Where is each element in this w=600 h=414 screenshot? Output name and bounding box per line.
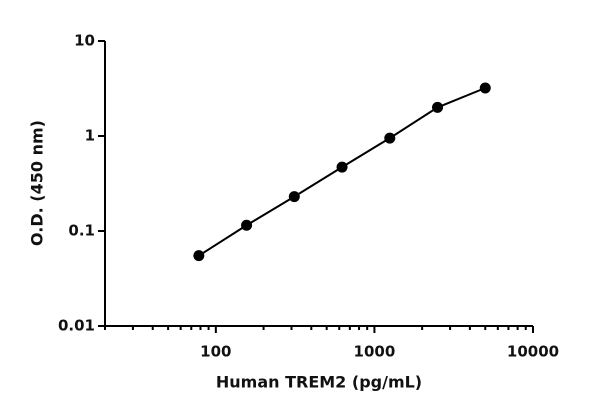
y-tick-label: 10 — [74, 32, 95, 50]
data-point — [193, 250, 205, 262]
y-axis-title: O.D. (450 nm) — [28, 120, 47, 246]
x-axis-title: Human TREM2 (pg/mL) — [216, 373, 422, 392]
x-tick-label: 1000 — [354, 343, 396, 361]
data-point — [288, 191, 300, 203]
x-tick-label: 100 — [200, 343, 231, 361]
data-point — [479, 82, 491, 94]
y-tick-label: 1 — [85, 127, 95, 145]
data-point — [384, 132, 396, 144]
y-tick-label: 0.01 — [58, 317, 95, 335]
data-point — [432, 101, 444, 113]
data-point — [336, 161, 348, 173]
x-tick-label: 10000 — [507, 343, 559, 361]
data-point — [241, 219, 253, 231]
y-tick-label: 0.1 — [68, 222, 95, 240]
